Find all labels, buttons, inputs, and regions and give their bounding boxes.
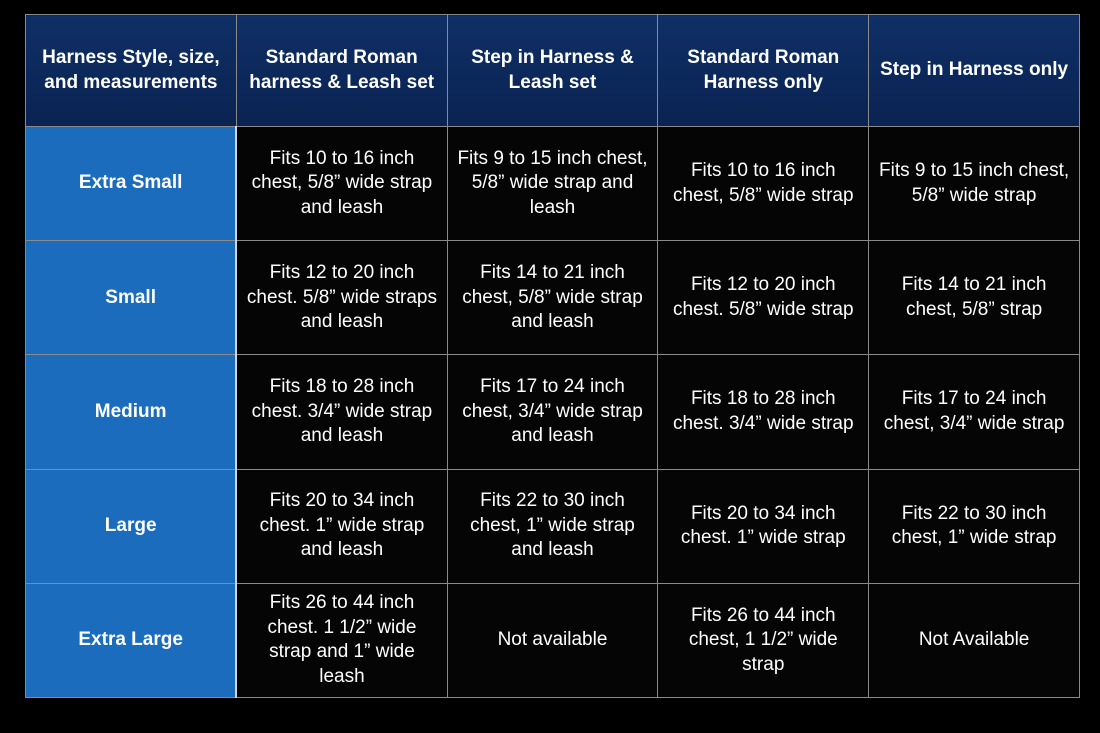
data-cell: Fits 20 to 34 inch chest. 1” wide strap … bbox=[235, 468, 448, 584]
size-cell: Large bbox=[25, 468, 238, 584]
data-cell: Fits 18 to 28 inch chest. 3/4” wide stra… bbox=[235, 354, 448, 470]
table-row: Large Fits 20 to 34 inch chest. 1” wide s… bbox=[25, 468, 1080, 584]
data-cell: Fits 10 to 16 inch chest, 5/8” wide stra… bbox=[235, 125, 448, 242]
data-cell: Not Available bbox=[868, 582, 1080, 699]
data-cell: Fits 12 to 20 inch chest. 5/8” wide stra… bbox=[657, 240, 870, 356]
header-cell: Standard Roman harness & Leash set bbox=[235, 14, 448, 127]
table-container: Harness Style, size, and measurements Sta… bbox=[25, 14, 1080, 699]
table-row: Extra Small Fits 10 to 16 inch chest, 5/8… bbox=[25, 125, 1080, 242]
data-cell: Fits 17 to 24 inch chest, 3/4” wide stra… bbox=[868, 354, 1080, 470]
header-cell: Standard Roman Harness only bbox=[657, 14, 870, 127]
data-cell: Fits 9 to 15 inch chest, 5/8” wide strap bbox=[868, 125, 1080, 242]
header-cell: Step in Harness only bbox=[868, 14, 1080, 127]
data-cell: Fits 14 to 21 inch chest, 5/8” strap bbox=[868, 240, 1080, 356]
data-cell: Fits 12 to 20 inch chest. 5/8” wide stra… bbox=[235, 240, 448, 356]
size-cell: Small bbox=[25, 240, 238, 356]
size-cell: Extra Small bbox=[25, 125, 238, 242]
data-cell: Not available bbox=[446, 582, 659, 699]
header-cell: Harness Style, size, and measurements bbox=[25, 14, 237, 127]
size-cell: Extra Large bbox=[25, 582, 238, 699]
data-cell: Fits 20 to 34 inch chest. 1” wide strap bbox=[657, 468, 870, 584]
header-row: Harness Style, size, and measurements Sta… bbox=[25, 14, 1080, 127]
data-cell: Fits 22 to 30 inch chest, 1” wide strap … bbox=[446, 468, 659, 584]
data-cell: Fits 22 to 30 inch chest, 1” wide strap bbox=[868, 468, 1080, 584]
data-cell: Fits 10 to 16 inch chest, 5/8” wide stra… bbox=[657, 125, 870, 242]
data-cell: Fits 18 to 28 inch chest. 3/4” wide stra… bbox=[657, 354, 870, 470]
table-row: Small Fits 12 to 20 inch chest. 5/8” wide… bbox=[25, 240, 1080, 356]
size-cell: Medium bbox=[25, 354, 238, 470]
table-body: Extra Small Fits 10 to 16 inch chest, 5/8… bbox=[25, 125, 1080, 699]
size-table: Harness Style, size, and measurements Sta… bbox=[25, 14, 1080, 699]
data-cell: Fits 26 to 44 inch chest. 1 1/2” wide st… bbox=[235, 582, 448, 699]
data-cell: Fits 14 to 21 inch chest, 5/8” wide stra… bbox=[446, 240, 659, 356]
header-cell: Step in Harness & Leash set bbox=[446, 14, 659, 127]
data-cell: Fits 17 to 24 inch chest, 3/4” wide stra… bbox=[446, 354, 659, 470]
data-cell: Fits 9 to 15 inch chest, 5/8” wide strap… bbox=[446, 125, 659, 242]
table-row: Medium Fits 18 to 28 inch chest. 3/4” wid… bbox=[25, 354, 1080, 470]
data-cell: Fits 26 to 44 inch chest, 1 1/2” wide st… bbox=[657, 582, 870, 699]
table-row: Extra Large Fits 26 to 44 inch chest. 1 1… bbox=[25, 582, 1080, 699]
